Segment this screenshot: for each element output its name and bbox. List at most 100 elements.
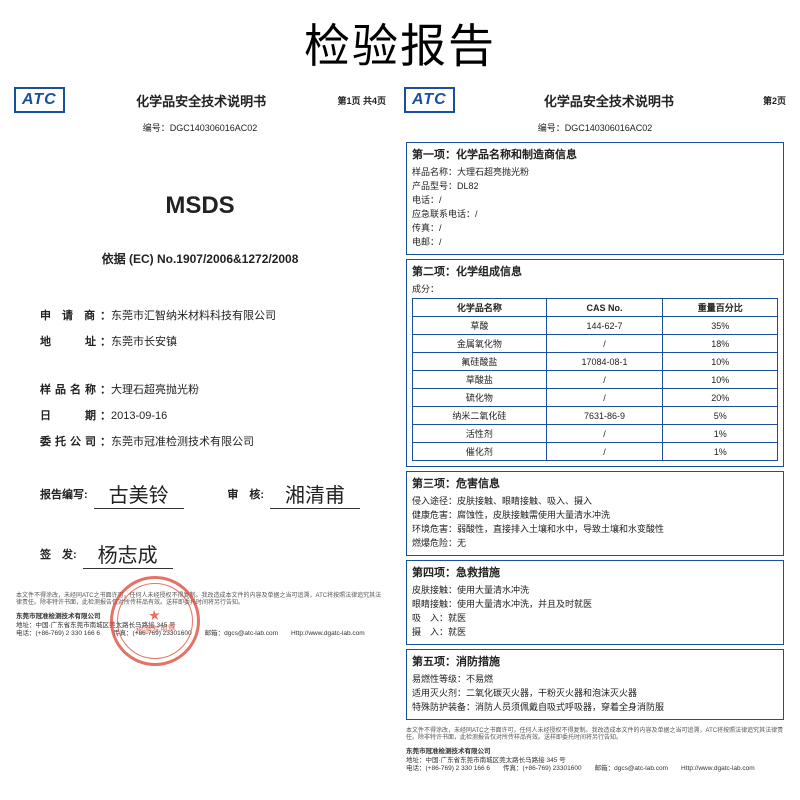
sec3-l1: 侵入途径：皮肤接触、眼睛接触、吸入、摄入 [412,494,778,507]
agent-row: 委托公司：东莞市冠准检测技术有限公司 [40,433,360,449]
pages-row: ATC 化学品安全技术说明书 第1页 共4页 编号：DGC140306016AC… [0,81,800,780]
table-cell: / [546,443,663,461]
comp-h1: 化学品名称 [413,299,547,317]
table-cell: 5% [663,407,778,425]
section-3: 第三项：危害信息 侵入途径：皮肤接触、眼睛接触、吸入、摄入 健康危害：腐蚀性，皮… [406,471,784,556]
table-row: 硫化物/20% [413,389,778,407]
footer-company-2: 东莞市冠准检测技术有限公司 [406,748,784,756]
agent-label: 委托公司 [40,433,100,449]
table-cell: 10% [663,371,778,389]
comp-h3: 重量百分比 [663,299,778,317]
compiled-row: 报告编写: 古美铃 审 核: 湘清甫 [40,479,360,509]
page-1: ATC 化学品安全技术说明书 第1页 共4页 编号：DGC140306016AC… [10,81,390,780]
table-cell: 1% [663,443,778,461]
address-value: 东莞市长安镇 [111,336,177,348]
stamp-text: 检测专用章 [135,622,176,636]
serial-value: DGC140306016AC02 [170,123,258,133]
main-title: 检验报告 [0,0,800,81]
table-row: 草酸144-62-735% [413,317,778,335]
page1-serial: 编号：DGC140306016AC02 [10,121,390,134]
sec1-l3: 电话：/ [412,193,778,206]
sec4-l4: 摄 入：就医 [412,625,778,638]
sec5-l1: 易燃性等级：不易燃 [412,672,778,685]
page2-serial: 编号：DGC140306016AC02 [400,121,790,134]
review-label: 审 核: [227,486,264,502]
sec3-l2: 健康危害：腐蚀性，皮肤接触需使用大量清水冲洗 [412,508,778,521]
atc-logo-2: ATC [404,87,455,113]
sec5-l3: 特殊防护装备：消防人员须佩戴自吸式呼吸器，穿着全身消防服 [412,700,778,713]
sec3-l3: 环境危害：弱酸性，直接排入土壤和水中，导致土壤和水变酸性 [412,522,778,535]
footer-addr: 地址：中国·广东省东莞市南城区莞太路长马路接 345 号 [16,622,384,630]
footer-tel-2: 电话：(+86-769) 2 330 166 6 传真：(+86-769) 23… [406,765,784,773]
table-cell: / [546,371,663,389]
table-cell: 草酸 [413,317,547,335]
sec1-l1: 样品名称：大理石超亮抛光粉 [412,165,778,178]
address-label: 地 址 [40,333,100,349]
table-cell: 氟硅酸盐 [413,353,547,371]
sec4-l3: 吸 入：就医 [412,611,778,624]
sec2-title: 第二项：化学组成信息 [412,263,778,279]
table-cell: 17084-08-1 [546,353,663,371]
sec5-l2: 适用灭火剂：二氧化碳灭火器，干粉灭火器和泡沫灭火器 [412,686,778,699]
sec4-l1: 皮肤接触：使用大量清水冲洗 [412,583,778,596]
table-row: 催化剂/1% [413,443,778,461]
basis-line: 依据 (EC) No.1907/2006&1272/2008 [40,250,360,267]
sec3-title: 第三项：危害信息 [412,475,778,491]
page1-body: MSDS 依据 (EC) No.1907/2006&1272/2008 申 请 … [10,142,390,589]
table-cell: 10% [663,353,778,371]
sec5-title: 第五项：消防措施 [412,653,778,669]
stamp-seal: ★ 检测专用章 [110,576,200,666]
sec4-l2: 眼睛接触：使用大量清水冲洗，并且及时就医 [412,597,778,610]
table-cell: 纳米二氧化硅 [413,407,547,425]
compiled-label: 报告编写: [40,486,88,502]
sec1-l2: 产品型号：DL82 [412,179,778,192]
table-row: 纳米二氧化硅7631-86-95% [413,407,778,425]
date-label: 日 期 [40,407,100,423]
serial-value-2: DGC140306016AC02 [565,123,653,133]
atc-logo: ATC [14,87,65,113]
page2-num: 第2页 [763,94,786,107]
agent-value: 东莞市冠准检测技术有限公司 [111,436,254,448]
compiled-signature: 古美铃 [94,479,184,509]
table-cell: / [546,425,663,443]
basis-label: 依据 [102,252,126,266]
table-cell: 20% [663,389,778,407]
footer-tel: 电话：(+86-769) 2 330 166 6 传真：(+86-769) 23… [16,630,384,638]
serial-label-2: 编号： [538,123,565,133]
table-cell: 活性剂 [413,425,547,443]
review-signature: 湘清甫 [270,479,360,509]
section-1: 第一项：化学品名称和制造商信息 样品名称：大理石超亮抛光粉 产品型号：DL82 … [406,142,784,255]
page1-num: 第1页 共4页 [337,94,386,107]
table-row: 活性剂/1% [413,425,778,443]
table-row: 金属氧化物/18% [413,335,778,353]
table-cell: 18% [663,335,778,353]
page2-footer: 东莞市冠准检测技术有限公司 地址：中国·广东省东莞市南城区莞太路长马路接 345… [400,746,790,779]
date-value: 2013-09-16 [111,410,167,422]
table-cell: 催化剂 [413,443,547,461]
page1-footnote: 本文件不得涂改，未经同ATC之书面许可，任何人未经授权不得复制。我改造成本文件的… [10,589,390,611]
sec2-sub: 成分： [412,282,778,295]
applicant-row: 申 请 商：东莞市汇智纳米材料科技有限公司 [40,307,360,323]
date-row: 日 期：2013-09-16 [40,407,360,423]
table-cell: / [546,335,663,353]
sec1-l4: 应急联系电话：/ [412,207,778,220]
serial-label: 编号： [143,123,170,133]
sec1-title: 第一项：化学品名称和制造商信息 [412,146,778,162]
doc-title-2: 化学品安全技术说明书 [455,91,763,110]
page2-header: ATC 化学品安全技术说明书 第2页 [400,81,790,119]
basis-value: (EC) No.1907/2006&1272/2008 [129,252,298,266]
table-cell: 35% [663,317,778,335]
table-row: 氟硅酸盐17084-08-110% [413,353,778,371]
section-5: 第五项：消防措施 易燃性等级：不易燃 适用灭火剂：二氧化碳灭火器，干粉灭火器和泡… [406,649,784,720]
section-4: 第四项：急救措施 皮肤接触：使用大量清水冲洗 眼睛接触：使用大量清水冲洗，并且及… [406,560,784,645]
table-cell: / [546,389,663,407]
page-2: ATC 化学品安全技术说明书 第2页 编号：DGC140306016AC02 第… [400,81,790,780]
issued-row: 签 发: 杨志成 [40,539,360,569]
msds-title: MSDS [40,192,360,220]
table-row: 草酸盐/10% [413,371,778,389]
sec1-l5: 传真：/ [412,221,778,234]
page1-header: ATC 化学品安全技术说明书 第1页 共4页 [10,81,390,119]
issued-signature: 杨志成 [83,539,173,569]
page1-footer: 东莞市冠准检测技术有限公司 地址：中国·广东省东莞市南城区莞太路长马路接 345… [10,611,390,644]
table-cell: 金属氧化物 [413,335,547,353]
